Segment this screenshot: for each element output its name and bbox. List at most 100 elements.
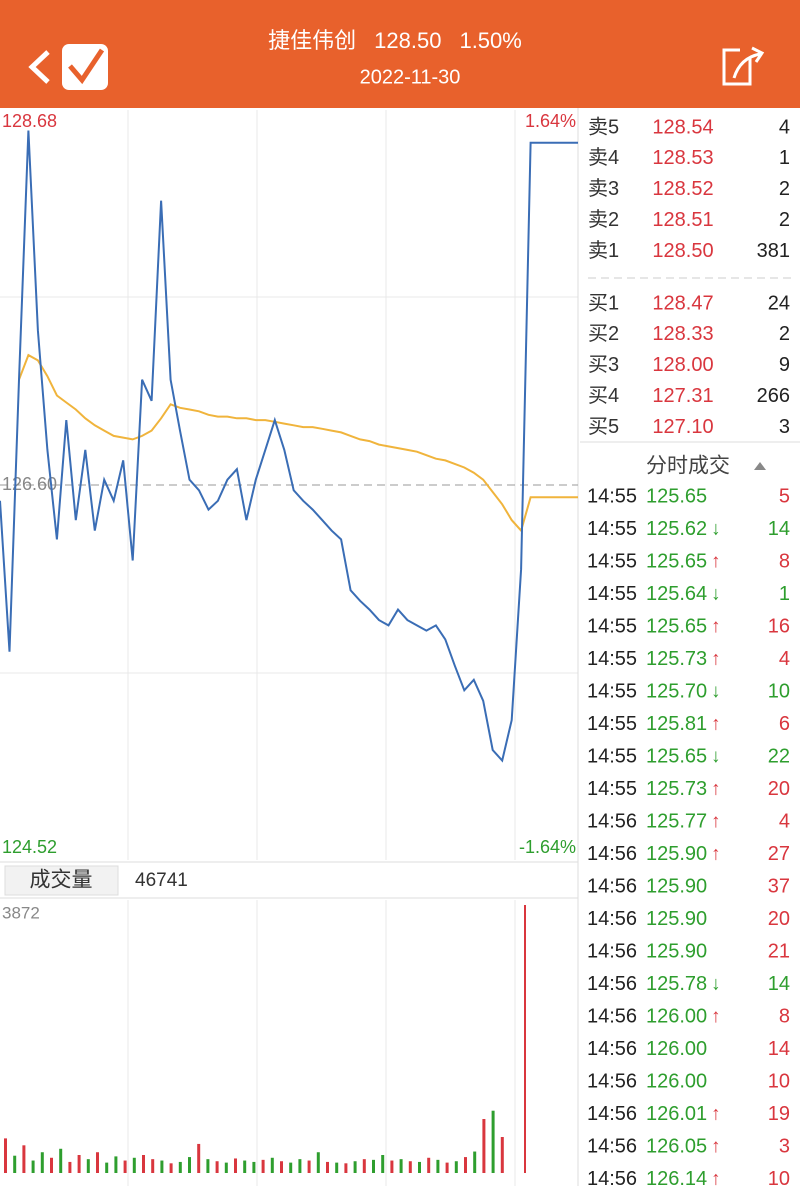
trades-title: 分时成交 bbox=[646, 455, 730, 478]
volume-bar bbox=[86, 1159, 90, 1173]
trade-arrow: ↑ bbox=[711, 616, 721, 637]
trade-arrow: ↓ bbox=[711, 681, 721, 702]
volume-bar bbox=[132, 1157, 136, 1173]
order-label: 卖1 bbox=[588, 239, 619, 262]
trade-volume: 14 bbox=[768, 973, 790, 995]
stock-name: 捷佳伟创 bbox=[268, 28, 356, 53]
grid bbox=[0, 110, 578, 1186]
order-price: 128.00 bbox=[652, 354, 713, 376]
volume-bar bbox=[123, 1160, 127, 1173]
trade-price: 125.78 bbox=[646, 973, 707, 995]
volume-bar bbox=[252, 1161, 256, 1173]
volume-bar bbox=[169, 1163, 173, 1173]
checkmark bbox=[68, 48, 105, 85]
volume-bar bbox=[381, 1155, 385, 1173]
trade-price: 125.64 bbox=[646, 583, 707, 605]
y2-tick-label: 1.64% bbox=[525, 111, 576, 131]
trade-price: 125.65 bbox=[646, 550, 707, 572]
trade-volume: 8 bbox=[779, 1005, 790, 1027]
volume-bar bbox=[160, 1160, 164, 1173]
volume-bar bbox=[59, 1148, 63, 1173]
sort-icon[interactable] bbox=[754, 462, 766, 470]
trade-arrow: ↓ bbox=[711, 974, 721, 995]
share-box bbox=[722, 48, 752, 86]
trade-volume: 22 bbox=[768, 745, 790, 767]
trade-time: 14:56 bbox=[587, 1070, 637, 1092]
order-volume: 2 bbox=[779, 323, 790, 345]
volume-button[interactable] bbox=[4, 865, 119, 896]
volume-bar bbox=[151, 1159, 155, 1173]
order-volume: 4 bbox=[779, 116, 790, 138]
volume-bar bbox=[298, 1159, 302, 1173]
trade-time: 14:56 bbox=[587, 843, 637, 865]
order-label: 买5 bbox=[588, 416, 619, 438]
trade-time: 14:55 bbox=[587, 778, 637, 800]
trade-price: 125.90 bbox=[646, 875, 707, 897]
trade-volume: 14 bbox=[768, 1038, 790, 1060]
volume-bar bbox=[31, 1160, 35, 1173]
trade-arrow: ↑ bbox=[711, 1104, 721, 1125]
trade-arrow: ↑ bbox=[711, 844, 721, 865]
header-date: 2022-11-30 bbox=[360, 66, 461, 88]
trade-time: 14:56 bbox=[587, 1005, 637, 1027]
order-label: 卖2 bbox=[588, 208, 619, 231]
volume-bar bbox=[362, 1159, 366, 1173]
trade-arrow: ↑ bbox=[711, 811, 721, 832]
share-button[interactable] bbox=[722, 46, 765, 86]
volume-bar bbox=[436, 1159, 440, 1173]
trade-volume: 10 bbox=[768, 1070, 790, 1092]
volume-bar bbox=[280, 1161, 283, 1173]
volume-bar bbox=[289, 1162, 293, 1173]
trade-time: 14:55 bbox=[587, 615, 637, 637]
trade-arrow: ↓ bbox=[711, 746, 721, 767]
order-price: 128.33 bbox=[652, 323, 713, 345]
order-volume: 9 bbox=[779, 354, 790, 376]
trade-price: 125.81 bbox=[646, 713, 707, 735]
y2-tick-label: -1.64% bbox=[519, 837, 576, 857]
trade-price: 125.70 bbox=[646, 680, 707, 702]
back-button[interactable] bbox=[28, 50, 50, 84]
trade-arrow: ↓ bbox=[711, 519, 721, 540]
volume-bar bbox=[473, 1151, 477, 1173]
trade-volume: 20 bbox=[768, 778, 790, 800]
y-tick-label: 124.52 bbox=[2, 837, 57, 857]
trade-volume: 37 bbox=[768, 875, 790, 897]
trade-price: 125.73 bbox=[646, 778, 707, 800]
trade-price: 126.00 bbox=[646, 1070, 707, 1092]
trade-arrow: ↑ bbox=[711, 649, 721, 670]
trade-time: 14:56 bbox=[587, 973, 637, 995]
order-label: 卖4 bbox=[588, 146, 619, 169]
order-label: 买2 bbox=[588, 323, 619, 345]
trade-arrow: ↓ bbox=[711, 584, 721, 605]
volume-bar bbox=[224, 1162, 228, 1173]
order-volume: 1 bbox=[779, 147, 790, 169]
trade-price: 125.65 bbox=[646, 485, 707, 507]
trade-price: 126.14 bbox=[646, 1168, 707, 1186]
volume-bar bbox=[445, 1162, 449, 1173]
trade-price: 125.90 bbox=[646, 940, 707, 962]
volume-bar bbox=[96, 1152, 99, 1173]
order-volume: 3 bbox=[779, 416, 790, 438]
volume-bar bbox=[197, 1143, 201, 1173]
volume-bar bbox=[40, 1152, 44, 1173]
order-price: 128.52 bbox=[652, 178, 713, 200]
order-price: 128.54 bbox=[652, 116, 713, 138]
trade-price: 125.90 bbox=[646, 843, 707, 865]
trade-price: 125.90 bbox=[646, 908, 707, 930]
volume-bar bbox=[77, 1155, 81, 1173]
volume-bar bbox=[22, 1145, 26, 1173]
trade-time: 14:55 bbox=[587, 485, 637, 507]
trade-volume: 19 bbox=[768, 1103, 790, 1125]
trade-volume: 16 bbox=[768, 615, 790, 637]
order-price: 128.50 bbox=[652, 240, 713, 262]
select-button[interactable] bbox=[62, 44, 108, 90]
trade-volume: 4 bbox=[779, 810, 790, 832]
trade-volume: 21 bbox=[768, 940, 790, 962]
order-price: 127.10 bbox=[652, 416, 713, 438]
volume-bar bbox=[326, 1161, 329, 1173]
volume-bar bbox=[316, 1152, 320, 1173]
trade-time: 14:55 bbox=[587, 583, 637, 605]
order-label: 买1 bbox=[588, 292, 619, 314]
volume-bar bbox=[427, 1157, 431, 1173]
trade-time: 14:56 bbox=[587, 810, 637, 832]
